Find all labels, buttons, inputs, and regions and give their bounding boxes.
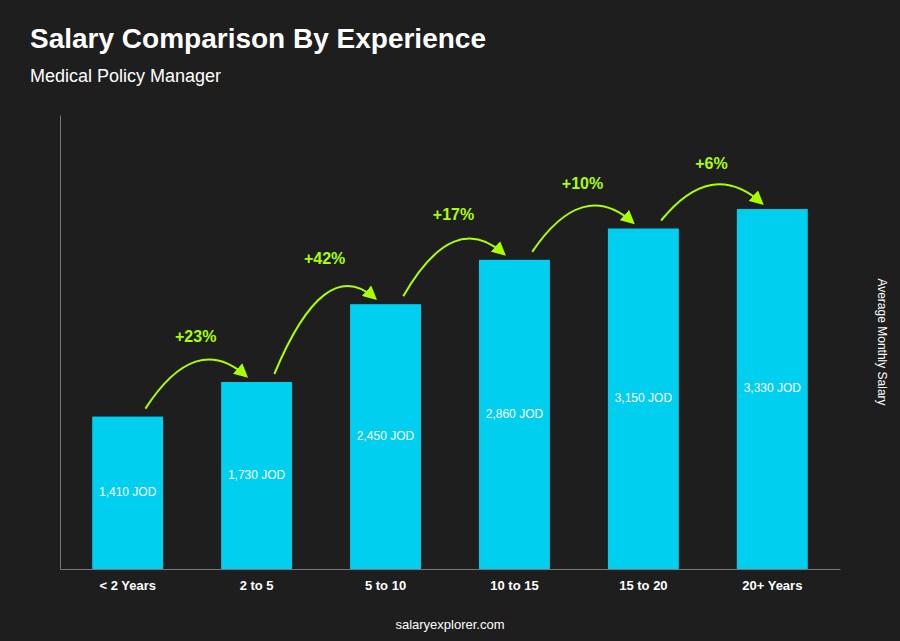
y-axis-label: Average Monthly Salary [875, 278, 889, 405]
annotation-arrow [145, 359, 246, 408]
bar [221, 382, 292, 569]
data-label: 3,150 JOD [615, 391, 673, 405]
x-tick-label: < 2 Years [99, 578, 156, 593]
bar [608, 229, 679, 570]
x-tick: < 2 Years [99, 569, 156, 593]
x-tick-label: 2 to 5 [240, 578, 274, 593]
annotation: +17% [433, 206, 474, 223]
annotation: +6% [695, 155, 727, 172]
annotation-arrow [274, 286, 375, 374]
annotation-arrow [532, 206, 633, 252]
x-tick: 20+ Years [742, 569, 802, 593]
data-label: 1,410 JOD [99, 485, 157, 499]
y-axis-line [60, 116, 61, 570]
data-label: 3,330 JOD [744, 381, 802, 395]
x-axis-line [61, 569, 841, 570]
chart: Salary Comparison By Experience Medical P… [0, 0, 900, 641]
x-tick-label: 10 to 15 [490, 578, 538, 593]
caption: salaryexplorer.com [395, 617, 504, 632]
y-axis [60, 116, 61, 570]
x-tick: 5 to 10 [365, 569, 406, 593]
annotation-arrow [403, 239, 504, 297]
annotation: +23% [175, 328, 216, 345]
x-tick: 10 to 15 [490, 569, 538, 593]
x-tick-label: 5 to 10 [365, 578, 406, 593]
bar [479, 260, 550, 569]
annotation: +42% [304, 250, 345, 267]
annotation-arrow [661, 184, 762, 220]
background [0, 0, 900, 641]
data-label: 1,730 JOD [228, 468, 286, 482]
x-tick: 15 to 20 [619, 569, 667, 593]
data-labels: 1,410 JOD 1,730 JOD 2,450 JOD 2,860 JOD 3,15… [99, 381, 801, 499]
bar [737, 209, 808, 569]
x-axis: < 2 Years 2 to 5 5 to 10 10 to 15 15 to 20 20… [61, 569, 841, 593]
subtitle: Medical Policy Manager [30, 66, 221, 86]
bar [92, 417, 163, 569]
annotation: +10% [562, 175, 603, 192]
x-tick-label: 15 to 20 [619, 578, 667, 593]
data-label: 2,450 JOD [357, 429, 415, 443]
x-tick-label: 20+ Years [742, 578, 802, 593]
annotations: +23% +42% +17% +10% +6% [145, 155, 761, 409]
plot: < 2 Years 2 to 5 5 to 10 10 to 15 15 to 20 20… [61, 116, 841, 594]
bar [350, 304, 421, 569]
title: Salary Comparison By Experience [30, 23, 486, 54]
data-label: 2,860 JOD [486, 407, 544, 421]
bars [92, 209, 808, 569]
x-tick: 2 to 5 [240, 569, 274, 593]
